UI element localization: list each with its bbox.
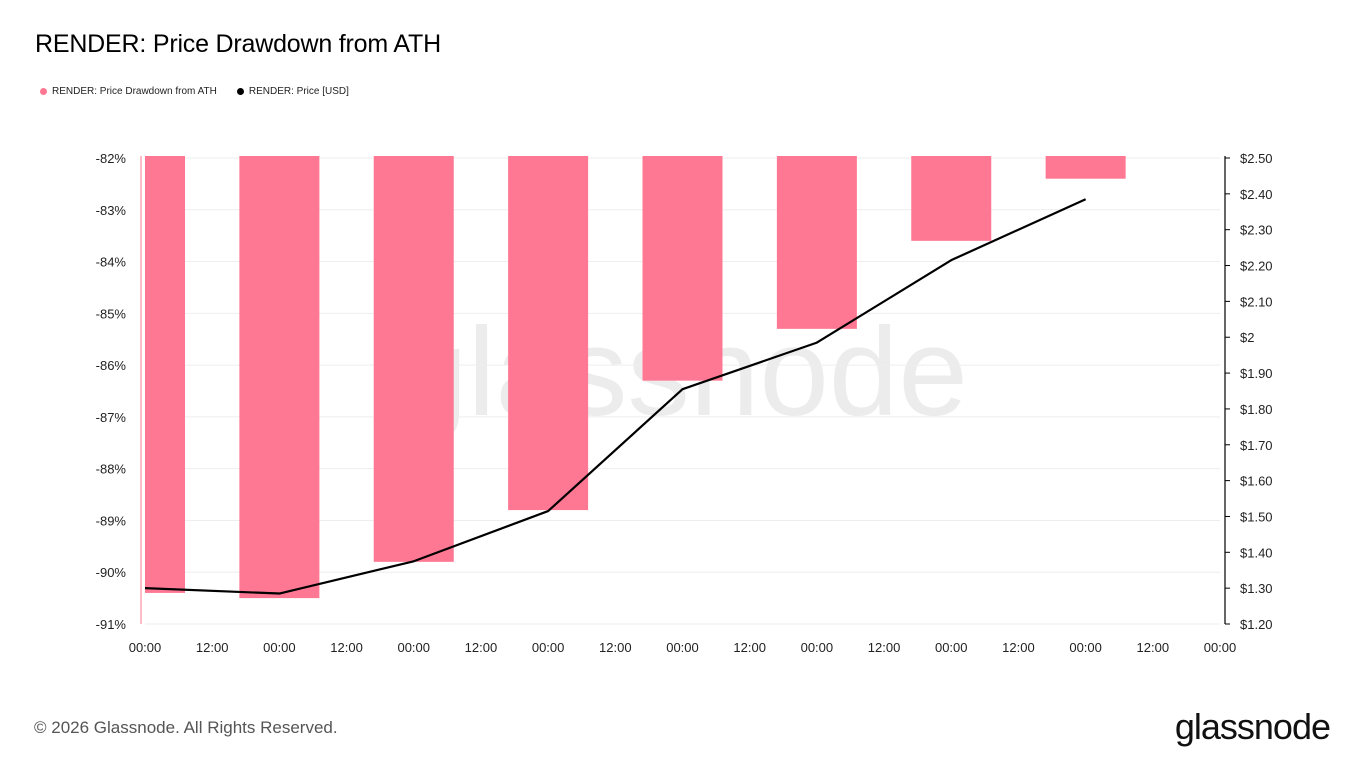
chart-plot: glassnode -82%-83%-84%-85%-86%-87%-88%-8… (96, 151, 1273, 655)
x-tick-label: 00:00 (666, 640, 699, 655)
x-tick-label: 00:00 (532, 640, 565, 655)
y-right-tick-label: $1.70 (1240, 438, 1273, 453)
y-left-tick-label: -82% (96, 151, 127, 166)
x-tick-label: 12:00 (1002, 640, 1035, 655)
x-tick-label: 12:00 (733, 640, 766, 655)
y-right-tick-label: $1.40 (1240, 545, 1273, 560)
x-tick-label: 00:00 (397, 640, 430, 655)
legend-label-drawdown: RENDER: Price Drawdown from ATH (52, 86, 217, 97)
legend-dot-drawdown (40, 88, 47, 95)
glassnode-logo: glassnode (1174, 706, 1331, 747)
y-right-tick-label: $2.10 (1240, 294, 1273, 309)
x-tick-label: 12:00 (1137, 640, 1170, 655)
legend-item-drawdown[interactable]: RENDER: Price Drawdown from ATH (40, 86, 217, 97)
y-left-tick-label: -89% (96, 513, 127, 528)
chart-title: RENDER: Price Drawdown from ATH (35, 30, 441, 58)
x-tick-label: 00:00 (935, 640, 968, 655)
y-right-tick-label: $1.80 (1240, 402, 1273, 417)
y-right-tick-label: $2.30 (1240, 223, 1273, 238)
y-right-tick-label: $1.30 (1240, 581, 1273, 596)
y-right-tick-label: $2.50 (1240, 151, 1273, 166)
x-tick-label: 00:00 (263, 640, 296, 655)
y-left-tick-label: -85% (96, 306, 127, 321)
drawdown-bar (145, 156, 185, 593)
drawdown-bar (508, 156, 589, 511)
drawdown-bar (1045, 156, 1126, 179)
drawdown-bar (911, 156, 992, 241)
y-right-tick-label: $1.20 (1240, 617, 1273, 632)
copyright-text: © 2026 Glassnode. All Rights Reserved. (34, 718, 338, 737)
legend-dot-price (236, 88, 244, 95)
y-left-tick-label: -86% (96, 358, 127, 373)
x-tick-label: 00:00 (1204, 640, 1237, 655)
drawdown-bar (776, 156, 857, 329)
y-right-tick-label: $2.40 (1240, 187, 1273, 202)
y-left-tick-label: -83% (96, 203, 127, 218)
y-left-tick-label: -90% (96, 565, 127, 580)
y-right-tick-label: $1.50 (1240, 509, 1273, 524)
y-right-tick-label: $2.20 (1240, 259, 1273, 274)
drawdown-bar (373, 156, 454, 562)
y-left-tick-label: -88% (96, 462, 127, 477)
y-right-tick-label: $2 (1240, 330, 1254, 345)
x-tick-label: 12:00 (868, 640, 901, 655)
y-right-tick-label: $1.60 (1240, 474, 1273, 489)
legend-label-price: RENDER: Price [USD] (248, 86, 349, 97)
price-line (144, 198, 1087, 595)
x-tick-label: 00:00 (129, 640, 162, 655)
legend: RENDER: Price Drawdown from ATH RENDER: … (40, 86, 349, 97)
x-tick-label: 12:00 (465, 640, 498, 655)
legend-item-price[interactable]: RENDER: Price [USD] (236, 86, 349, 97)
y-left-tick-label: -87% (96, 410, 127, 425)
y-left-tick-label: -84% (96, 255, 127, 270)
x-tick-label: 12:00 (599, 640, 632, 655)
bars-layer (145, 156, 1126, 599)
x-tick-label: 12:00 (330, 640, 363, 655)
x-tick-label: 00:00 (801, 640, 834, 655)
x-tick-label: 12:00 (196, 640, 229, 655)
y-left-tick-label: -91% (96, 617, 127, 632)
line-layer (144, 198, 1087, 595)
x-tick-label: 00:00 (1069, 640, 1102, 655)
drawdown-bar (642, 156, 723, 381)
axes-layer: -82% -83% -84% -85% -86% -87% -88% -89% -90% -91%… (96, 151, 1273, 655)
drawdown-bar (239, 156, 320, 599)
y-right-tick-label: $1.90 (1240, 366, 1273, 381)
